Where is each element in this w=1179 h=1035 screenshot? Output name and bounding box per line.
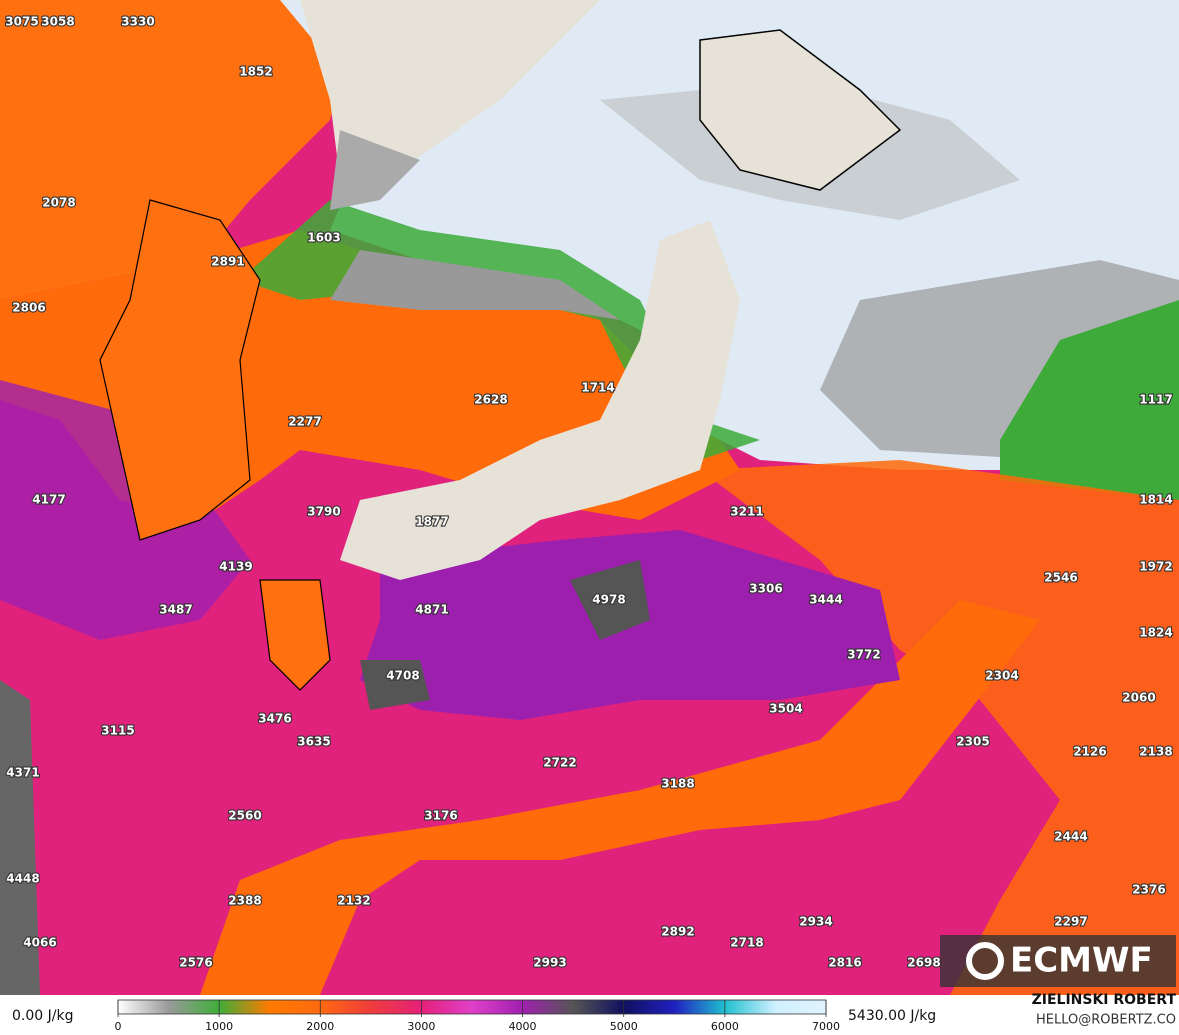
colorbar-tick-label: 1000 xyxy=(205,1020,233,1033)
colorbar-tick-label: 7000 xyxy=(812,1020,840,1033)
colorbar xyxy=(117,999,827,1015)
value-label: 3115 xyxy=(101,724,134,738)
value-label: 1852 xyxy=(239,65,272,79)
value-label: 2892 xyxy=(661,925,694,939)
value-label: 3476 xyxy=(258,712,291,726)
colorbar-ticks: 0 1000 2000 3000 4000 5000 6000 7000 xyxy=(115,1000,840,1033)
value-label: 1972 xyxy=(1139,560,1172,574)
value-label: 2993 xyxy=(533,956,566,970)
value-label: 2816 xyxy=(828,956,861,970)
value-label: 2304 xyxy=(985,669,1018,683)
value-label: 3772 xyxy=(847,648,880,662)
value-label: 4978 xyxy=(592,593,625,607)
value-label: 1877 xyxy=(415,515,448,529)
value-label: 4371 xyxy=(6,766,39,780)
value-label: 2560 xyxy=(228,809,261,823)
value-label: 3330 xyxy=(121,15,154,29)
value-label: 4448 xyxy=(6,872,39,886)
map-labels: 3075 3058 3330 1852 2078 1603 2891 2806 1714 2628… xyxy=(4,13,1174,970)
value-label: 2718 xyxy=(730,936,763,950)
logo-text: ECMWF xyxy=(1010,941,1153,981)
value-label: 1814 xyxy=(1139,493,1172,507)
colorbar-tick-label: 6000 xyxy=(711,1020,739,1033)
value-label: 2698 xyxy=(907,956,940,970)
colorbar-tick-label: 2000 xyxy=(306,1020,334,1033)
value-label: 2297 xyxy=(1054,915,1087,929)
map-background xyxy=(0,0,1179,995)
value-label: 2078 xyxy=(42,196,75,210)
value-label: 2546 xyxy=(1044,571,1077,585)
value-label: 4871 xyxy=(415,603,448,617)
value-label: 4708 xyxy=(386,669,419,683)
value-label: 4177 xyxy=(32,493,65,507)
value-label: 3058 xyxy=(41,15,74,29)
value-label: 2388 xyxy=(228,894,261,908)
value-label: 2126 xyxy=(1073,745,1106,759)
value-label: 2444 xyxy=(1054,830,1087,844)
value-label: 3306 xyxy=(749,582,782,596)
value-label: 3487 xyxy=(159,603,192,617)
value-label: 4066 xyxy=(23,936,56,950)
value-label: 3075 xyxy=(5,15,38,29)
colorbar-tick-label: 4000 xyxy=(509,1020,537,1033)
value-label: 1603 xyxy=(307,231,340,245)
value-label: 1824 xyxy=(1139,626,1172,640)
colorbar-max-label: 5430.00 J/kg xyxy=(848,1008,936,1024)
value-label: 3504 xyxy=(769,702,802,716)
value-label: 3188 xyxy=(661,777,694,791)
value-label: 3444 xyxy=(809,593,842,607)
value-label: 3176 xyxy=(424,809,457,823)
credit-email: HELLO@ROBERTZ.CO xyxy=(1036,1013,1176,1028)
value-label: 3790 xyxy=(307,505,340,519)
value-label: 2628 xyxy=(474,393,507,407)
colorbar-min-label: 0.00 J/kg xyxy=(12,1008,73,1024)
value-label: 3635 xyxy=(297,735,330,749)
value-label: 3211 xyxy=(730,505,763,519)
logo: ECMWF xyxy=(940,935,1176,987)
value-label: 2060 xyxy=(1122,691,1155,705)
value-label: 2576 xyxy=(179,956,212,970)
value-label: 2806 xyxy=(12,301,45,315)
value-label: 2277 xyxy=(288,415,321,429)
value-label: 2376 xyxy=(1132,883,1165,897)
value-label: 1714 xyxy=(581,381,614,395)
credit-name: ZIELINSKI ROBERT xyxy=(1032,992,1177,1008)
colorbar-tick-label: 3000 xyxy=(407,1020,435,1033)
colorbar-tick-label: 5000 xyxy=(610,1020,638,1033)
colorbar-tick-label: 0 xyxy=(115,1020,122,1033)
value-label: 2891 xyxy=(211,255,244,269)
value-label: 2722 xyxy=(543,756,576,770)
value-label: 4139 xyxy=(219,560,252,574)
value-label: 2934 xyxy=(799,915,832,929)
value-label: 2305 xyxy=(956,735,989,749)
value-label: 2138 xyxy=(1139,745,1172,759)
value-label: 2132 xyxy=(337,894,370,908)
value-label: 1117 xyxy=(1139,393,1172,407)
